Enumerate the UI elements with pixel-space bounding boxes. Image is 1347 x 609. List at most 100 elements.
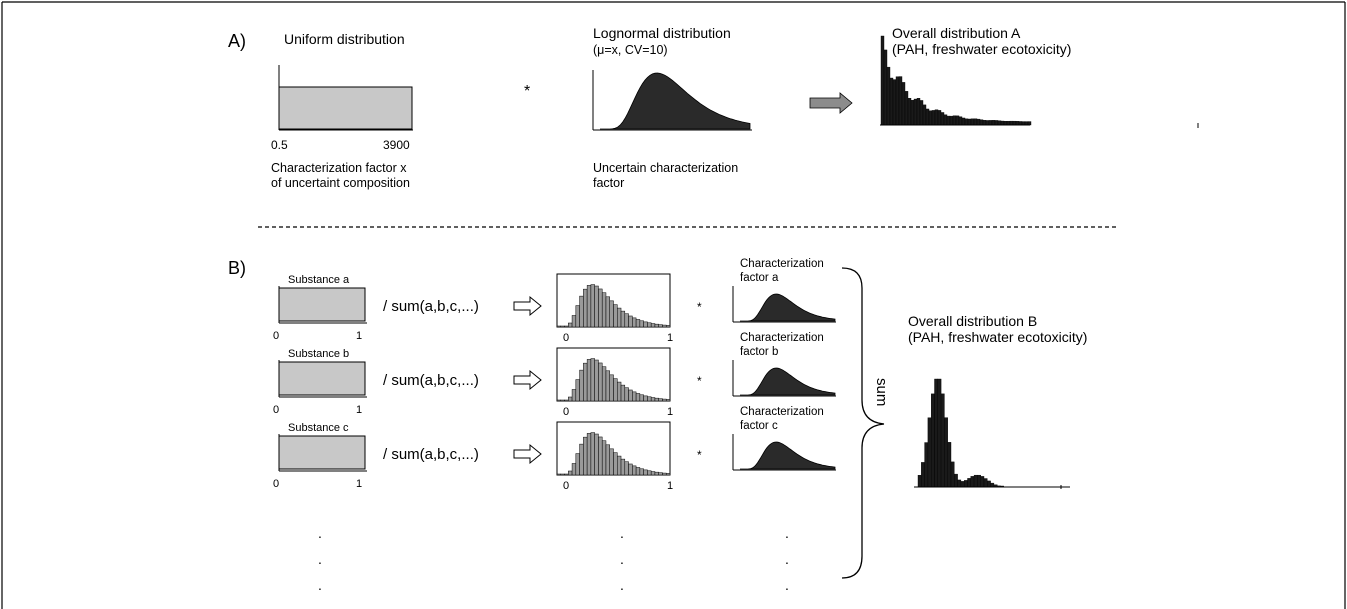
normalized-histogram-bar [586, 359, 592, 402]
substance-min-label: 0 [273, 404, 279, 416]
overall-b-bar [960, 481, 965, 488]
overall-a-bar [946, 115, 951, 126]
overall-a-bar [931, 110, 936, 126]
overall-b-bar [924, 442, 929, 488]
normalized-histogram-bar [624, 313, 629, 328]
normalize-operator: / sum(a,b,c,...) [383, 298, 479, 315]
overall-b-histogram [917, 378, 1004, 488]
normalized-min-label: 0 [563, 406, 569, 418]
normalized-histogram-bar [650, 323, 656, 328]
overall-b-bar [917, 475, 922, 488]
overall-a-bar [937, 110, 942, 126]
normalize-arrow [513, 369, 542, 391]
lognormal-curve-plot [592, 70, 752, 131]
overall-b-bar [973, 474, 978, 488]
uniform-min-label: 0.5 [271, 138, 288, 152]
overall-b-bar [977, 474, 981, 488]
overall-a-bar [919, 100, 924, 126]
sum-label: sum [873, 378, 890, 406]
multiply-symbol: * [697, 374, 702, 388]
overall-a-bar [979, 119, 984, 126]
normalized-histogram-bar [609, 374, 614, 402]
normalized-histogram-bar [617, 455, 622, 476]
normalized-histogram-bar [556, 325, 562, 328]
overall-a-bar [943, 114, 948, 126]
overall-a-bar [910, 100, 915, 126]
normalized-histogram-bar [601, 440, 607, 476]
substance-min-label: 0 [273, 330, 279, 342]
overall-b-bar [931, 393, 935, 488]
overall-a-bar [991, 120, 996, 126]
normalized-histogram-bar [654, 323, 659, 328]
svg-text:.: . [785, 525, 789, 541]
normalized-histogram-bar [556, 473, 562, 476]
overall-a-bar [934, 109, 939, 126]
section-b: B) Substance a 0 1 / sum(a,b,c,...) 0 1 * Chara… [228, 258, 1087, 593]
section-b-label: B) [228, 258, 246, 278]
overall-a-title-2: (PAH, freshwater ecotoxicity) [892, 41, 1071, 57]
overall-a-bar [1012, 120, 1017, 126]
lognormal-title-1: Lognormal distribution [593, 25, 731, 41]
section-a: A) Uniform distribution 0.5 3900 Charact… [228, 25, 1199, 190]
lognormal-caption-2: factor [593, 176, 624, 190]
section-a-label: A) [228, 31, 246, 51]
svg-text:.: . [620, 551, 624, 567]
lognormal-caption-1: Uncertain characterization [593, 161, 738, 175]
overall-a-bar [1021, 121, 1026, 126]
overall-b-bar [967, 478, 971, 488]
overall-a-bar [982, 120, 987, 126]
substance-max-label: 1 [356, 478, 362, 490]
normalized-histogram-bar [662, 398, 667, 402]
normalized-histogram-bar [586, 433, 592, 476]
overall-a-bar [940, 112, 945, 126]
result-arrow [809, 92, 853, 114]
overall-b-bar [957, 479, 962, 488]
normalized-histogram-bar [647, 470, 652, 476]
normalized-histogram-bar [594, 433, 599, 476]
normalized-histogram-bar [571, 463, 577, 476]
normalized-histogram-bar [662, 472, 667, 476]
normalized-histogram-bar [624, 461, 629, 476]
overall-a-bar [976, 118, 981, 126]
overall-a-bar [964, 118, 969, 126]
normalized-histogram-bar [658, 472, 663, 476]
overall-a-bar [1027, 121, 1032, 126]
overall-a-bar [880, 35, 885, 126]
normalized-histogram-bar [613, 304, 618, 328]
uniform-bar [278, 86, 413, 130]
overall-a-bar [961, 117, 966, 126]
normalized-histogram-bar [650, 471, 656, 476]
overall-a-bar [901, 82, 906, 126]
normalized-histogram-bar [647, 322, 652, 328]
overall-a-bar [898, 76, 903, 126]
cf-label-line-1: Characterization [740, 406, 824, 418]
overall-a-bar [913, 98, 918, 126]
overall-b-bar [950, 461, 955, 488]
normalized-histogram-bar [643, 395, 648, 402]
normalized-histogram-bar [564, 399, 569, 402]
normalized-histogram-bar [605, 444, 610, 476]
cf-label-line-2: factor c [740, 420, 778, 432]
normalized-histogram-bar [635, 393, 641, 402]
normalized-histogram-bar [560, 399, 565, 402]
overall-a-bar [904, 91, 909, 126]
cf-label-line-1: Characterization [740, 258, 824, 270]
overall-a-bar [952, 115, 957, 126]
overall-b-bar [944, 417, 948, 488]
substance-uniform-bar [278, 361, 366, 396]
normalized-histogram-bar [617, 307, 622, 328]
normalized-histogram-bar [654, 397, 659, 402]
uniform-max-label: 3900 [383, 138, 410, 152]
normalized-histogram-bar [601, 366, 607, 402]
normalized-histogram-bar [620, 384, 626, 402]
normalized-histogram-bar [613, 378, 618, 402]
overall-a-bar [892, 79, 897, 126]
normalized-histogram-bar [613, 452, 618, 476]
normalized-histogram-bar [639, 320, 644, 328]
overall-a-bar [928, 110, 933, 126]
normalized-histogram-bar [568, 396, 573, 402]
normalize-operator: / sum(a,b,c,...) [383, 446, 479, 463]
overall-a-bar [973, 118, 978, 126]
overall-a-bar [883, 49, 888, 126]
